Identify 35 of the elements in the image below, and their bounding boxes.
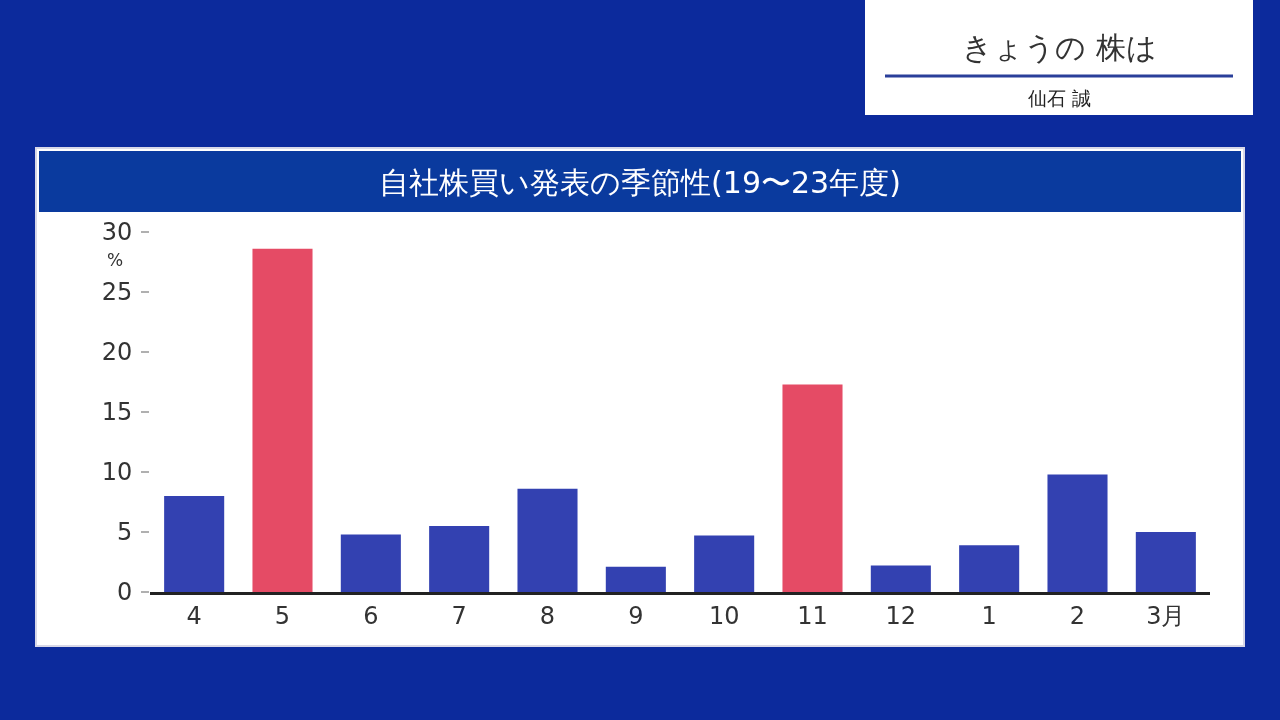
x-tick-label: 5 xyxy=(274,601,291,630)
bar xyxy=(164,496,225,592)
bar xyxy=(870,565,931,592)
bar xyxy=(1047,474,1108,592)
bar xyxy=(1135,532,1196,592)
bar xyxy=(517,488,578,592)
bar xyxy=(959,545,1020,592)
x-tick-label: 12 xyxy=(885,601,917,630)
x-tick-label: 4 xyxy=(186,601,202,630)
x-tick-label: 10 xyxy=(708,601,740,630)
x-tick-label: 11 xyxy=(797,601,828,630)
y-tick-label: 20 xyxy=(101,338,133,367)
bar xyxy=(340,534,401,592)
chart-title: 自社株買い発表の季節性(19〜23年度) xyxy=(379,164,901,200)
x-tick-label: 2 xyxy=(1069,601,1086,630)
y-tick-label: 10 xyxy=(101,458,133,487)
bar xyxy=(782,384,843,592)
x-tick-label: 1 xyxy=(981,601,997,630)
x-tick-label: 3月 xyxy=(1146,601,1186,630)
x-tick-label: 7 xyxy=(451,601,467,630)
bar xyxy=(694,535,755,592)
text: きょうの 株は xyxy=(962,30,1157,65)
y-tick-label: 5 xyxy=(116,518,133,547)
y-tick-label: 25 xyxy=(101,278,133,307)
bar xyxy=(429,526,490,592)
x-tick-label: 6 xyxy=(363,601,379,630)
y-axis-title: % xyxy=(107,250,124,270)
x-tick-label: 8 xyxy=(539,601,556,630)
bar xyxy=(252,248,313,592)
y-tick-label: 0 xyxy=(116,578,133,607)
y-tick-label: 15 xyxy=(101,398,133,427)
x-tick-label: 9 xyxy=(628,601,644,630)
y-tick-label: 30 xyxy=(101,218,133,247)
text: 仙石 誠 xyxy=(1028,87,1092,109)
bar xyxy=(605,566,666,592)
